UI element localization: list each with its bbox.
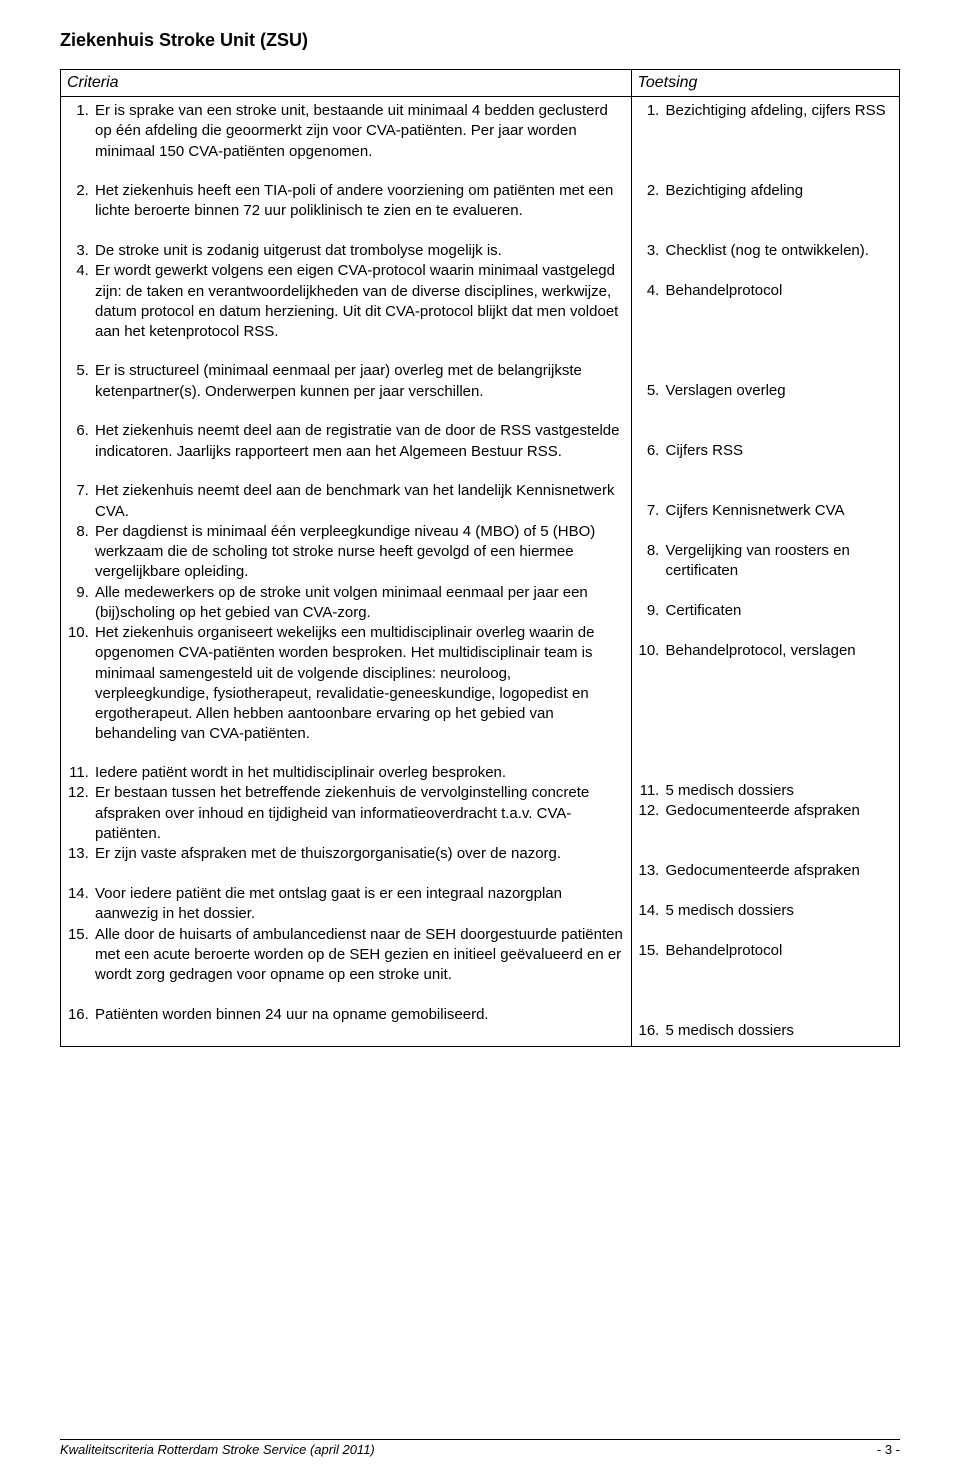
toetsing-item: Behandelprotocol (664, 941, 893, 1021)
table-header-row: Criteria Toetsing (61, 70, 900, 97)
criteria-item: De stroke unit is zodanig uitgerust dat … (93, 241, 625, 261)
criteria-item: Er bestaan tussen het betreffende zieken… (93, 783, 625, 844)
toetsing-item: 5 medisch dossiers (664, 1021, 893, 1041)
toetsing-item: 5 medisch dossiers (664, 781, 893, 801)
toetsing-item: 5 medisch dossiers (664, 901, 893, 941)
table-body-row: Er is sprake van een stroke unit, bestaa… (61, 97, 900, 1047)
toetsing-item: Gedocumenteerde afspraken (664, 861, 893, 901)
toetsing-item: Vergelijking van roosters en certificate… (664, 541, 893, 601)
criteria-item: Per dagdienst is minimaal één verpleegku… (93, 522, 625, 583)
document-page: Ziekenhuis Stroke Unit (ZSU) Criteria To… (0, 0, 960, 1475)
criteria-item: Er is sprake van een stroke unit, bestaa… (93, 101, 625, 181)
criteria-item: Voor iedere patiënt die met ontslag gaat… (93, 884, 625, 925)
criteria-list: Er is sprake van een stroke unit, bestaa… (67, 101, 625, 1025)
toetsing-list: Bezichtiging afdeling, cijfers RSSBezich… (638, 101, 893, 1042)
toetsing-item: Behandelprotocol (664, 281, 893, 381)
criteria-item: Het ziekenhuis organiseert wekelijks een… (93, 623, 625, 763)
footer-page-number: - 3 - (877, 1442, 900, 1457)
criteria-item: Iedere patiënt wordt in het multidiscipl… (93, 763, 625, 783)
toetsing-item: Certificaten (664, 601, 893, 641)
criteria-item: Patiënten worden binnen 24 uur na opname… (93, 1005, 625, 1025)
criteria-table: Criteria Toetsing Er is sprake van een s… (60, 69, 900, 1047)
footer-left: Kwaliteitscriteria Rotterdam Stroke Serv… (60, 1442, 375, 1457)
criteria-item: Het ziekenhuis heeft een TIA-poli of and… (93, 181, 625, 241)
toetsing-item: Checklist (nog te ontwikkelen). (664, 241, 893, 281)
toetsing-item: Verslagen overleg (664, 381, 893, 441)
toetsing-item: Gedocumenteerde afspraken (664, 801, 893, 861)
page-footer: Kwaliteitscriteria Rotterdam Stroke Serv… (60, 1439, 900, 1457)
criteria-item: Alle medewerkers op de stroke unit volge… (93, 583, 625, 624)
toetsing-item: Behandelprotocol, verslagen (664, 641, 893, 781)
criteria-item: Het ziekenhuis neemt deel aan de registr… (93, 421, 625, 481)
criteria-item: Er is structureel (minimaal eenmaal per … (93, 361, 625, 421)
toetsing-item: Cijfers Kennisnetwerk CVA (664, 501, 893, 541)
toetsing-item: Bezichtiging afdeling, cijfers RSS (664, 101, 893, 181)
page-title: Ziekenhuis Stroke Unit (ZSU) (60, 30, 900, 51)
criteria-header: Criteria (61, 70, 632, 97)
criteria-item: Het ziekenhuis neemt deel aan de benchma… (93, 481, 625, 522)
toetsing-cell: Bezichtiging afdeling, cijfers RSSBezich… (631, 97, 899, 1047)
criteria-cell: Er is sprake van een stroke unit, bestaa… (61, 97, 632, 1047)
criteria-item: Er wordt gewerkt volgens een eigen CVA-p… (93, 261, 625, 361)
toetsing-header: Toetsing (631, 70, 899, 97)
criteria-item: Alle door de huisarts of ambulancedienst… (93, 925, 625, 1005)
toetsing-item: Cijfers RSS (664, 441, 893, 501)
criteria-item: Er zijn vaste afspraken met de thuiszorg… (93, 844, 625, 884)
toetsing-item: Bezichtiging afdeling (664, 181, 893, 241)
